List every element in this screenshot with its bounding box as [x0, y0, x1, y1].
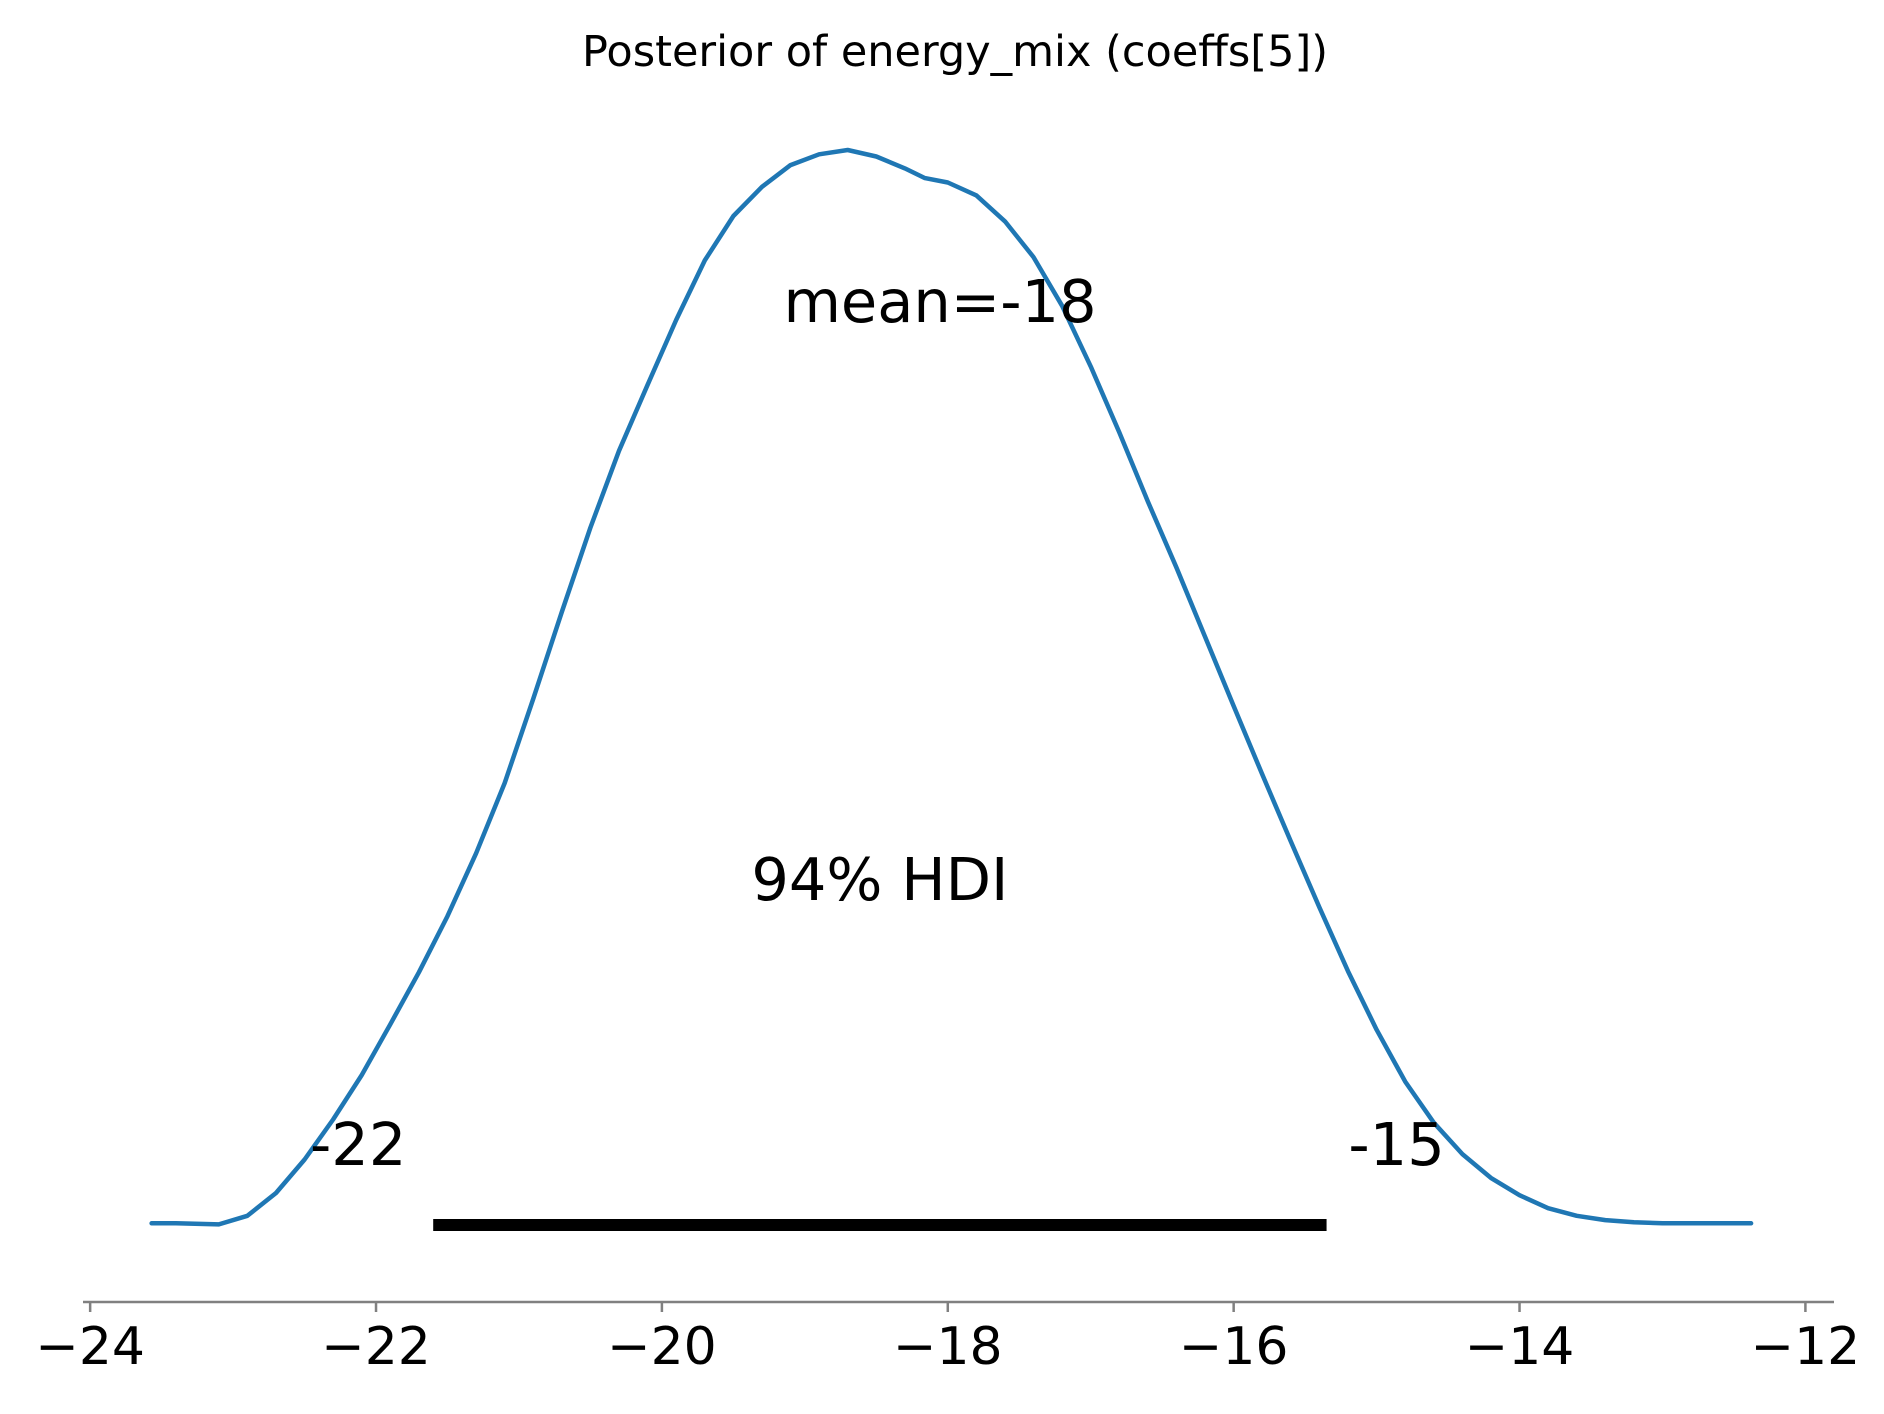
x-tick-label: −22: [321, 1317, 431, 1377]
hdi-low-label: -22: [310, 1110, 406, 1179]
x-tick-label: −16: [1179, 1317, 1289, 1377]
x-tick-label: −14: [1465, 1317, 1575, 1377]
x-tick-label: −12: [1751, 1317, 1861, 1377]
hdi-high-label: -15: [1348, 1110, 1444, 1179]
chart-title: Posterior of energy_mix (coeffs[5]): [582, 27, 1328, 77]
x-tick-label: −20: [607, 1317, 717, 1377]
density-line: [149, 147, 1754, 1227]
x-axis: −24 −22 −20 −18 −16 −14 −12: [35, 1300, 1861, 1377]
hdi-label: 94% HDI: [751, 845, 1008, 914]
x-tick-label: −24: [35, 1317, 145, 1377]
hdi-bar: [433, 1219, 1327, 1231]
x-tick-label: −18: [893, 1317, 1003, 1377]
density-series: [149, 147, 1754, 1227]
mean-label: mean=-18: [783, 267, 1096, 336]
